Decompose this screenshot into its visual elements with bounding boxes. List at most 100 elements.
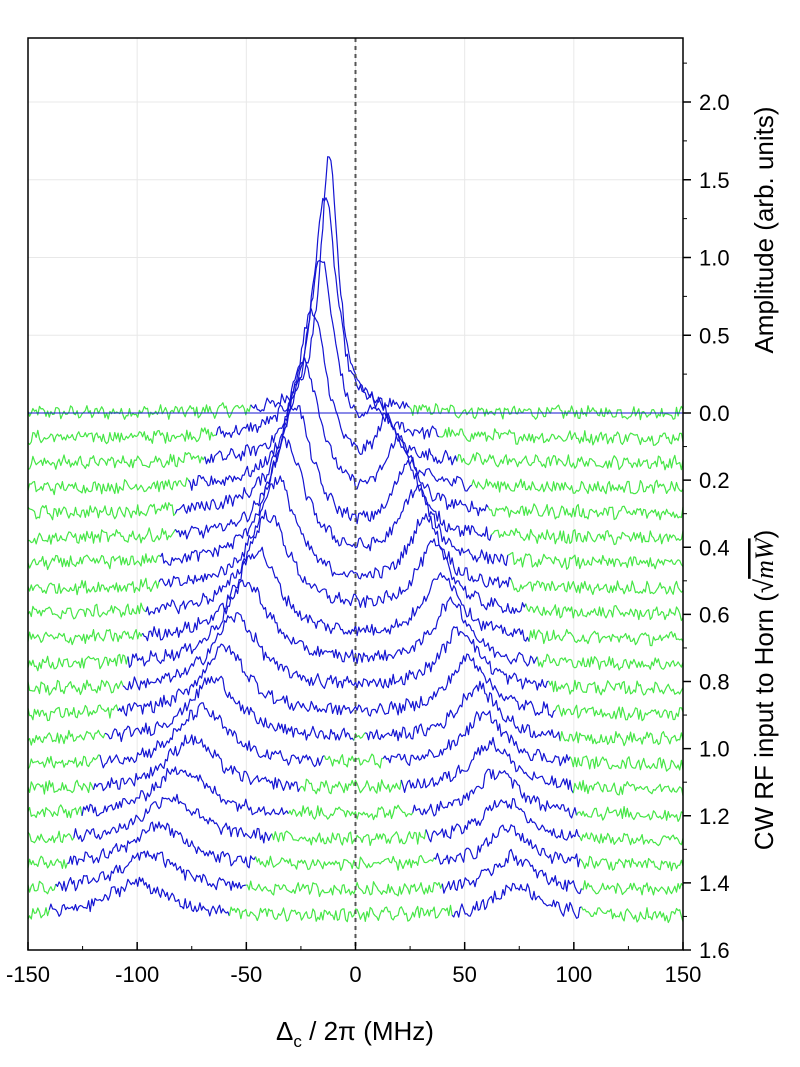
noise-segment — [287, 804, 414, 821]
rf-tick-label: 1.2 — [699, 804, 730, 829]
noise-segment — [28, 527, 176, 545]
signal-segment — [55, 850, 246, 892]
trace-7 — [27, 475, 684, 596]
noise-segment — [559, 731, 684, 747]
noise-segment — [27, 452, 206, 470]
signal-segment — [73, 793, 273, 844]
noise-segment — [536, 653, 684, 671]
noise-segment — [27, 729, 106, 746]
noise-segment — [27, 402, 252, 420]
trace-16 — [27, 766, 684, 822]
signal-segment — [451, 882, 582, 919]
amplitude-tick-label: 1.0 — [699, 246, 730, 271]
signal-segment — [174, 357, 489, 517]
noise-segment — [27, 704, 119, 722]
noise-segment — [27, 880, 57, 895]
signal-segment — [145, 509, 527, 616]
y-axis-title-rf-sqrt: mW — [750, 536, 779, 579]
noise-segment — [27, 602, 147, 620]
noise-segment — [581, 880, 684, 896]
trace-15 — [27, 734, 684, 796]
noise-segment — [438, 426, 684, 446]
amplitude-tick-label: 1.5 — [699, 168, 730, 193]
signal-segment — [122, 612, 549, 691]
signal-segment — [104, 675, 355, 743]
noise-segment — [27, 804, 83, 819]
noise-segment — [471, 478, 684, 495]
y-axis-title-rf-suffix: ) — [749, 530, 779, 539]
signal-segment — [67, 821, 257, 869]
trace-18 — [27, 821, 684, 872]
x-axis-title: Δc / 2π (MHz) — [276, 1016, 434, 1051]
noise-segment — [27, 830, 75, 844]
rf-tick-label: 0.8 — [699, 670, 730, 695]
rf-tick-label: 1.0 — [699, 737, 730, 762]
noise-segment — [548, 679, 684, 696]
trace-3 — [27, 308, 684, 496]
signal-segment — [48, 876, 230, 917]
noise-segment — [299, 778, 402, 795]
noise-segment — [27, 628, 144, 646]
noise-segment — [27, 679, 124, 696]
trace-6 — [27, 435, 684, 571]
sqrt-sign: √ — [749, 578, 779, 593]
trace-11 — [27, 612, 684, 696]
noise-segment — [510, 579, 684, 596]
y-axis-title-amplitude: Amplitude (arb. units) — [749, 106, 779, 353]
noise-segment — [27, 855, 68, 869]
noise-segment — [580, 906, 684, 924]
amplitude-tick-label: 2.0 — [699, 90, 730, 115]
trace-12 — [27, 643, 684, 722]
signal-segment — [400, 736, 574, 794]
noise-segment — [525, 603, 684, 622]
noise-segment — [27, 577, 160, 596]
noise-segment — [255, 854, 435, 871]
noise-segment — [27, 427, 217, 445]
signal-segment — [81, 766, 289, 817]
x-axis-title-main: Δ — [276, 1016, 293, 1046]
noise-segment — [271, 829, 427, 847]
trace-8 — [27, 509, 684, 622]
noise-segment — [507, 551, 684, 570]
signal-segment — [99, 702, 325, 769]
signal-segment — [174, 403, 492, 541]
noise-segment — [579, 855, 684, 872]
rf-tick-label: 1.6 — [699, 938, 730, 963]
signal-segment — [204, 259, 458, 466]
trace-9 — [27, 546, 684, 647]
signal-segment — [365, 680, 561, 742]
noise-segment — [487, 503, 684, 521]
y-axis-title-rf: CW RF input to Horn (√mW) — [749, 530, 779, 851]
trace-4 — [27, 357, 684, 521]
x-tick-label: -100 — [115, 962, 159, 987]
amplitude-tick-label: 0.5 — [699, 323, 730, 348]
noise-segment — [353, 732, 366, 741]
signal-segment — [127, 579, 538, 668]
rf-tick-label: 0.4 — [699, 535, 730, 560]
signal-segment — [441, 848, 583, 895]
x-axis-title-rest: / 2π (MHz) — [302, 1016, 434, 1046]
trace-14 — [27, 702, 684, 772]
signal-segment — [425, 798, 581, 843]
x-tick-label: 50 — [452, 962, 476, 987]
noise-segment — [491, 528, 684, 546]
signal-segment — [160, 435, 509, 567]
noise-segment — [27, 779, 95, 795]
x-tick-label: 100 — [555, 962, 592, 987]
x-tick-label: 150 — [665, 962, 702, 987]
x-tick-label: -50 — [230, 962, 262, 987]
noise-segment — [528, 628, 684, 647]
ticks: -150 -100 -50 0 50 100 150 0.0 0.5 1.0 1.5 2.0 0.2 0.… — [6, 62, 730, 987]
noise-segment — [569, 755, 684, 772]
signal-segment — [142, 546, 530, 642]
trace-10 — [27, 579, 684, 672]
noise-segment — [554, 704, 684, 722]
signal-segment — [117, 643, 556, 718]
noise-segment — [409, 403, 684, 421]
rf-tick-label: 0.2 — [699, 468, 730, 493]
noise-segment — [323, 753, 384, 769]
x-tick-label: 0 — [349, 962, 361, 987]
trace-2 — [27, 259, 684, 471]
signal-segment — [412, 768, 578, 819]
